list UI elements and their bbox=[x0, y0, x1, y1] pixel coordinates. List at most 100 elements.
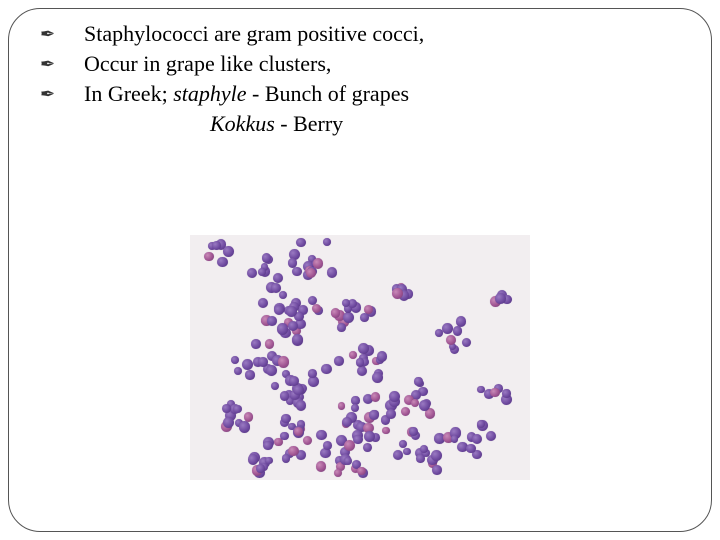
coccus-cell bbox=[431, 450, 442, 461]
coccus-cell bbox=[372, 372, 383, 383]
coccus-cell bbox=[323, 441, 332, 450]
coccus-cell bbox=[343, 312, 354, 323]
coccus-cell bbox=[446, 335, 456, 345]
coccus-cell bbox=[495, 293, 505, 303]
coccus-cell bbox=[327, 267, 337, 277]
indented-rest: - Berry bbox=[275, 111, 343, 136]
coccus-cell bbox=[217, 257, 228, 268]
coccus-cell bbox=[338, 402, 346, 410]
coccus-cell bbox=[277, 323, 288, 334]
coccus-cell bbox=[288, 446, 299, 457]
coccus-cell bbox=[273, 273, 283, 283]
coccus-cell bbox=[411, 399, 419, 407]
coccus-cell bbox=[360, 313, 369, 322]
slide-content: ✒ Staphylococci are gram positive cocci,… bbox=[40, 20, 680, 138]
coccus-cell bbox=[435, 329, 443, 337]
coccus-cell bbox=[323, 238, 331, 246]
coccus-cell bbox=[223, 417, 234, 428]
coccus-cell bbox=[280, 391, 289, 400]
coccus-cell bbox=[258, 298, 268, 308]
indented-italic: Kokkus bbox=[210, 111, 275, 136]
coccus-cell bbox=[403, 448, 411, 456]
coccus-cell bbox=[409, 427, 418, 436]
coccus-cell bbox=[234, 367, 242, 375]
coccus-cell bbox=[414, 377, 422, 385]
coccus-cell bbox=[223, 246, 234, 257]
coccus-cell bbox=[296, 400, 307, 411]
coccus-cell bbox=[278, 356, 289, 367]
coccus-cell bbox=[442, 323, 453, 334]
coccus-cell bbox=[486, 431, 496, 441]
coccus-cell bbox=[377, 351, 387, 361]
coccus-cell bbox=[274, 305, 284, 315]
staphylococci-micrograph bbox=[190, 235, 530, 480]
coccus-cell bbox=[466, 444, 475, 453]
swirl-bullet-icon: ✒ bbox=[40, 20, 84, 48]
coccus-cell bbox=[363, 443, 372, 452]
coccus-cell bbox=[303, 436, 312, 445]
coccus-cell bbox=[281, 414, 290, 423]
coccus-cell bbox=[294, 427, 303, 436]
indented-line: Kokkus - Berry bbox=[210, 110, 680, 138]
coccus-cell bbox=[342, 417, 352, 427]
bullet-text: Staphylococci are gram positive cocci, bbox=[84, 20, 424, 48]
coccus-cell bbox=[349, 351, 357, 359]
coccus-cell bbox=[490, 388, 499, 397]
coccus-cell bbox=[256, 464, 265, 473]
coccus-cell bbox=[472, 434, 482, 444]
coccus-cell bbox=[292, 267, 302, 277]
coccus-cell bbox=[279, 291, 287, 299]
coccus-cell bbox=[401, 407, 410, 416]
coccus-cell bbox=[212, 241, 221, 250]
coccus-cell bbox=[393, 450, 403, 460]
coccus-cell bbox=[231, 356, 239, 364]
coccus-cell bbox=[462, 338, 471, 347]
coccus-cell bbox=[204, 252, 213, 261]
coccus-cell bbox=[306, 268, 316, 278]
coccus-cell bbox=[296, 238, 306, 248]
coccus-cell bbox=[344, 440, 355, 451]
coccus-cell bbox=[267, 316, 277, 326]
coccus-cell bbox=[382, 427, 390, 435]
coccus-cell bbox=[292, 334, 303, 345]
coccus-cell bbox=[280, 432, 288, 440]
coccus-cell bbox=[266, 365, 277, 376]
coccus-cell bbox=[251, 339, 261, 349]
coccus-cell bbox=[263, 441, 273, 451]
coccus-cell bbox=[477, 420, 485, 428]
coccus-cell bbox=[248, 454, 258, 464]
bullet-text: Occur in grape like clusters, bbox=[84, 50, 331, 78]
coccus-cell bbox=[316, 430, 326, 440]
bullet-item: ✒ In Greek; staphyle - Bunch of grapes bbox=[40, 80, 680, 108]
coccus-cell bbox=[371, 392, 380, 401]
coccus-cell bbox=[337, 323, 346, 332]
coccus-cell bbox=[293, 385, 303, 395]
bullet-text-mid: - Bunch of grapes bbox=[247, 81, 410, 106]
coccus-cell bbox=[351, 404, 359, 412]
coccus-cell bbox=[316, 461, 327, 472]
bullet-item: ✒ Occur in grape like clusters, bbox=[40, 50, 680, 78]
bullet-text-italic: staphyle bbox=[173, 81, 246, 106]
coccus-cell bbox=[258, 357, 268, 367]
coccus-cell bbox=[233, 405, 241, 413]
coccus-cell bbox=[247, 268, 258, 279]
coccus-cell bbox=[262, 253, 271, 262]
coccus-cell bbox=[432, 465, 442, 475]
bullet-item: ✒ Staphylococci are gram positive cocci, bbox=[40, 20, 680, 48]
bullet-text: In Greek; staphyle - Bunch of grapes bbox=[84, 80, 409, 108]
coccus-cell bbox=[245, 370, 254, 379]
coccus-cell bbox=[321, 364, 332, 375]
coccus-cell bbox=[282, 454, 291, 463]
coccus-cell bbox=[369, 410, 379, 420]
coccus-cell bbox=[357, 366, 367, 376]
coccus-cell bbox=[334, 356, 343, 365]
coccus-cell bbox=[502, 389, 510, 397]
coccus-cell bbox=[399, 440, 407, 448]
bullet-text-prefix: In Greek; bbox=[84, 81, 173, 106]
coccus-cell bbox=[453, 326, 462, 335]
coccus-cell bbox=[258, 268, 266, 276]
swirl-bullet-icon: ✒ bbox=[40, 50, 84, 78]
coccus-cell bbox=[265, 339, 275, 349]
coccus-cell bbox=[313, 258, 324, 269]
coccus-cell bbox=[456, 316, 466, 326]
